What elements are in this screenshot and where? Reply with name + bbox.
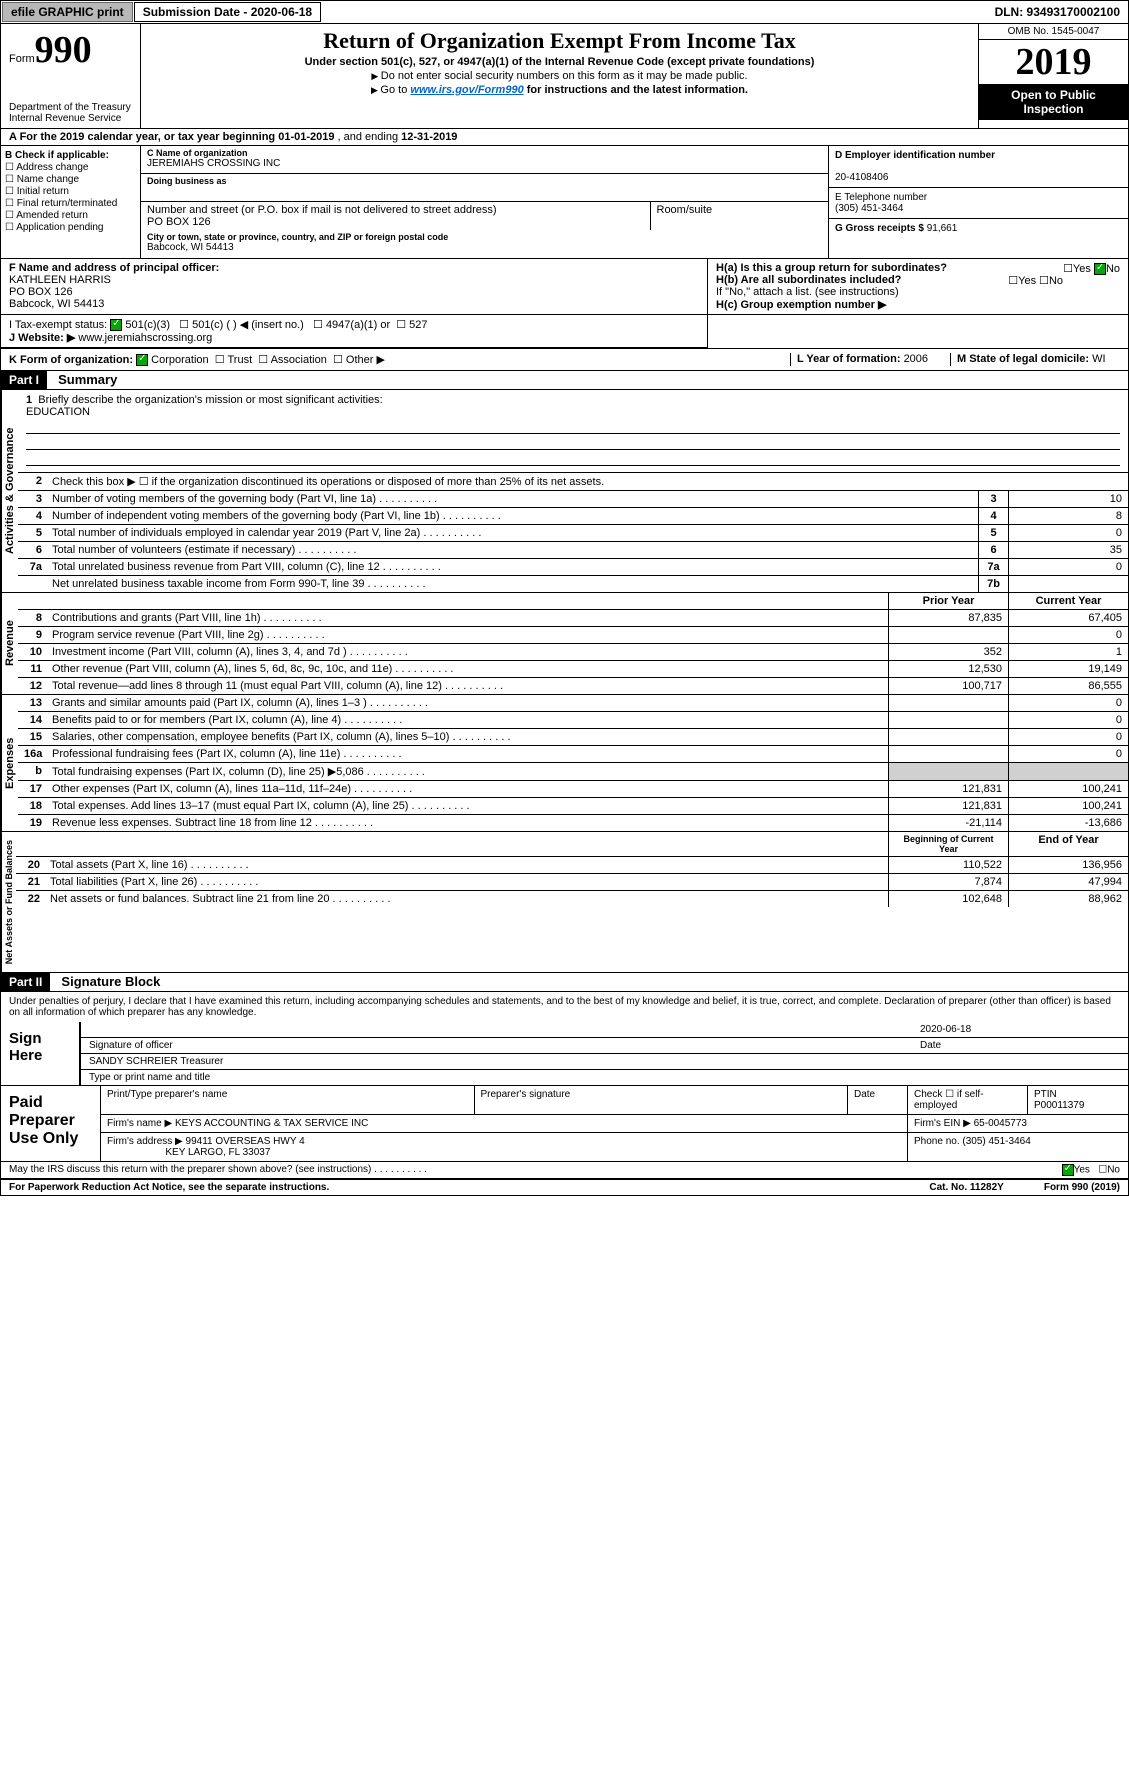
summary-line: 22Net assets or fund balances. Subtract … bbox=[16, 891, 1128, 907]
part1-revenue: Revenue Prior YearCurrent Year 8Contribu… bbox=[0, 593, 1129, 695]
footer: For Paperwork Reduction Act Notice, see … bbox=[0, 1180, 1129, 1196]
irs-link[interactable]: www.irs.gov/Form990 bbox=[410, 84, 523, 96]
part1-header: Part I Summary bbox=[0, 371, 1129, 390]
state-domicile: WI bbox=[1092, 353, 1105, 365]
tax-year: 2019 bbox=[979, 40, 1128, 84]
firm-phone: (305) 451-3464 bbox=[962, 1136, 1030, 1147]
form-number: 990 bbox=[35, 29, 92, 71]
summary-line: 17Other expenses (Part IX, column (A), l… bbox=[18, 781, 1128, 798]
ein: 20-4108406 bbox=[835, 172, 888, 183]
cb-final-return[interactable]: ☐ Final return/terminated bbox=[5, 198, 136, 209]
irs-label: Internal Revenue Service bbox=[9, 113, 132, 124]
summary-line: 3Number of voting members of the governi… bbox=[18, 491, 1128, 508]
firm-ein: 65-0045773 bbox=[974, 1118, 1027, 1129]
entity-info: B Check if applicable: ☐ Address change … bbox=[0, 146, 1129, 259]
form-title: Return of Organization Exempt From Incom… bbox=[145, 28, 974, 54]
cb-application-pending[interactable]: ☐ Application pending bbox=[5, 222, 136, 233]
firm-name: KEYS ACCOUNTING & TAX SERVICE INC bbox=[175, 1118, 368, 1129]
gross-receipts: 91,661 bbox=[927, 223, 958, 234]
summary-line: 8Contributions and grants (Part VIII, li… bbox=[18, 610, 1128, 627]
box-b: B Check if applicable: ☐ Address change … bbox=[1, 146, 141, 258]
summary-line: 6Total number of volunteers (estimate if… bbox=[18, 542, 1128, 559]
submission-date: Submission Date - 2020-06-18 bbox=[134, 2, 321, 22]
signature-block: Under penalties of perjury, I declare th… bbox=[0, 992, 1129, 1180]
part1-governance: Activities & Governance 1 Briefly descri… bbox=[0, 390, 1129, 593]
phone: (305) 451-3464 bbox=[835, 203, 903, 214]
part1-netassets: Net Assets or Fund Balances Beginning of… bbox=[0, 832, 1129, 973]
website: www.jeremiahscrossing.org bbox=[75, 332, 212, 344]
cb-corporation[interactable] bbox=[136, 354, 148, 366]
year-formation: 2006 bbox=[904, 353, 928, 365]
cb-address-change[interactable]: ☐ Address change bbox=[5, 162, 136, 173]
summary-line: 5Total number of individuals employed in… bbox=[18, 525, 1128, 542]
efile-print-button[interactable]: efile GRAPHIC print bbox=[2, 2, 133, 22]
summary-line: 16aProfessional fundraising fees (Part I… bbox=[18, 746, 1128, 763]
ssn-note: Do not enter social security numbers on … bbox=[145, 70, 974, 82]
form-subtitle: Under section 501(c), 527, or 4947(a)(1)… bbox=[145, 56, 974, 68]
omb-number: OMB No. 1545-0047 bbox=[979, 24, 1128, 40]
topbar: efile GRAPHIC print Submission Date - 20… bbox=[0, 0, 1129, 24]
ptin: P00011379 bbox=[1034, 1100, 1084, 1111]
summary-line: 11Other revenue (Part VIII, column (A), … bbox=[18, 661, 1128, 678]
row-k: K Form of organization: Corporation ☐ Tr… bbox=[0, 349, 1129, 371]
summary-line: 15Salaries, other compensation, employee… bbox=[18, 729, 1128, 746]
open-public-badge: Open to Public Inspection bbox=[979, 84, 1128, 120]
row-f-h: F Name and address of principal officer:… bbox=[0, 259, 1129, 315]
summary-line: 4Number of independent voting members of… bbox=[18, 508, 1128, 525]
summary-line: 18Total expenses. Add lines 13–17 (must … bbox=[18, 798, 1128, 815]
summary-line: bTotal fundraising expenses (Part IX, co… bbox=[18, 763, 1128, 781]
form-prefix: Form bbox=[9, 53, 35, 65]
dln: DLN: 93493170002100 bbox=[987, 3, 1128, 21]
cb-name-change[interactable]: ☐ Name change bbox=[5, 174, 136, 185]
part2-header: Part II Signature Block bbox=[0, 973, 1129, 992]
summary-line: 14Benefits paid to or for members (Part … bbox=[18, 712, 1128, 729]
officer-name: KATHLEEN HARRIS bbox=[9, 274, 111, 286]
summary-line: 13Grants and similar amounts paid (Part … bbox=[18, 695, 1128, 712]
form-header: Form990 Department of the Treasury Inter… bbox=[0, 24, 1129, 129]
summary-line: 9Program service revenue (Part VIII, lin… bbox=[18, 627, 1128, 644]
goto-note: Go to www.irs.gov/Form990 for instructio… bbox=[145, 84, 974, 96]
cb-group-no[interactable] bbox=[1094, 263, 1106, 275]
officer-sig-name: SANDY SCHREIER Treasurer bbox=[89, 1056, 223, 1067]
part1-expenses: Expenses 13Grants and similar amounts pa… bbox=[0, 695, 1129, 832]
sig-date: 2020-06-18 bbox=[920, 1024, 1120, 1035]
summary-line: 12Total revenue—add lines 8 through 11 (… bbox=[18, 678, 1128, 694]
summary-line: 7aTotal unrelated business revenue from … bbox=[18, 559, 1128, 576]
summary-line: 10Investment income (Part VIII, column (… bbox=[18, 644, 1128, 661]
org-address: PO BOX 126 bbox=[147, 216, 644, 228]
row-i-j: I Tax-exempt status: 501(c)(3) ☐ 501(c) … bbox=[0, 315, 1129, 349]
cb-discuss-yes[interactable] bbox=[1062, 1164, 1074, 1176]
summary-line: Net unrelated business taxable income fr… bbox=[18, 576, 1128, 592]
summary-line: 20Total assets (Part X, line 16)110,5221… bbox=[16, 857, 1128, 874]
summary-line: 19Revenue less expenses. Subtract line 1… bbox=[18, 815, 1128, 831]
cb-amended-return[interactable]: ☐ Amended return bbox=[5, 210, 136, 221]
org-city: Babcock, WI 54413 bbox=[147, 242, 822, 253]
line-a: A For the 2019 calendar year, or tax yea… bbox=[0, 129, 1129, 146]
cb-501c3[interactable] bbox=[110, 319, 122, 331]
dept-treasury: Department of the Treasury bbox=[9, 102, 132, 113]
org-name: JEREMIAHS CROSSING INC bbox=[147, 158, 822, 169]
cb-initial-return[interactable]: ☐ Initial return bbox=[5, 186, 136, 197]
summary-line: 21Total liabilities (Part X, line 26)7,8… bbox=[16, 874, 1128, 891]
mission: EDUCATION bbox=[26, 406, 90, 418]
